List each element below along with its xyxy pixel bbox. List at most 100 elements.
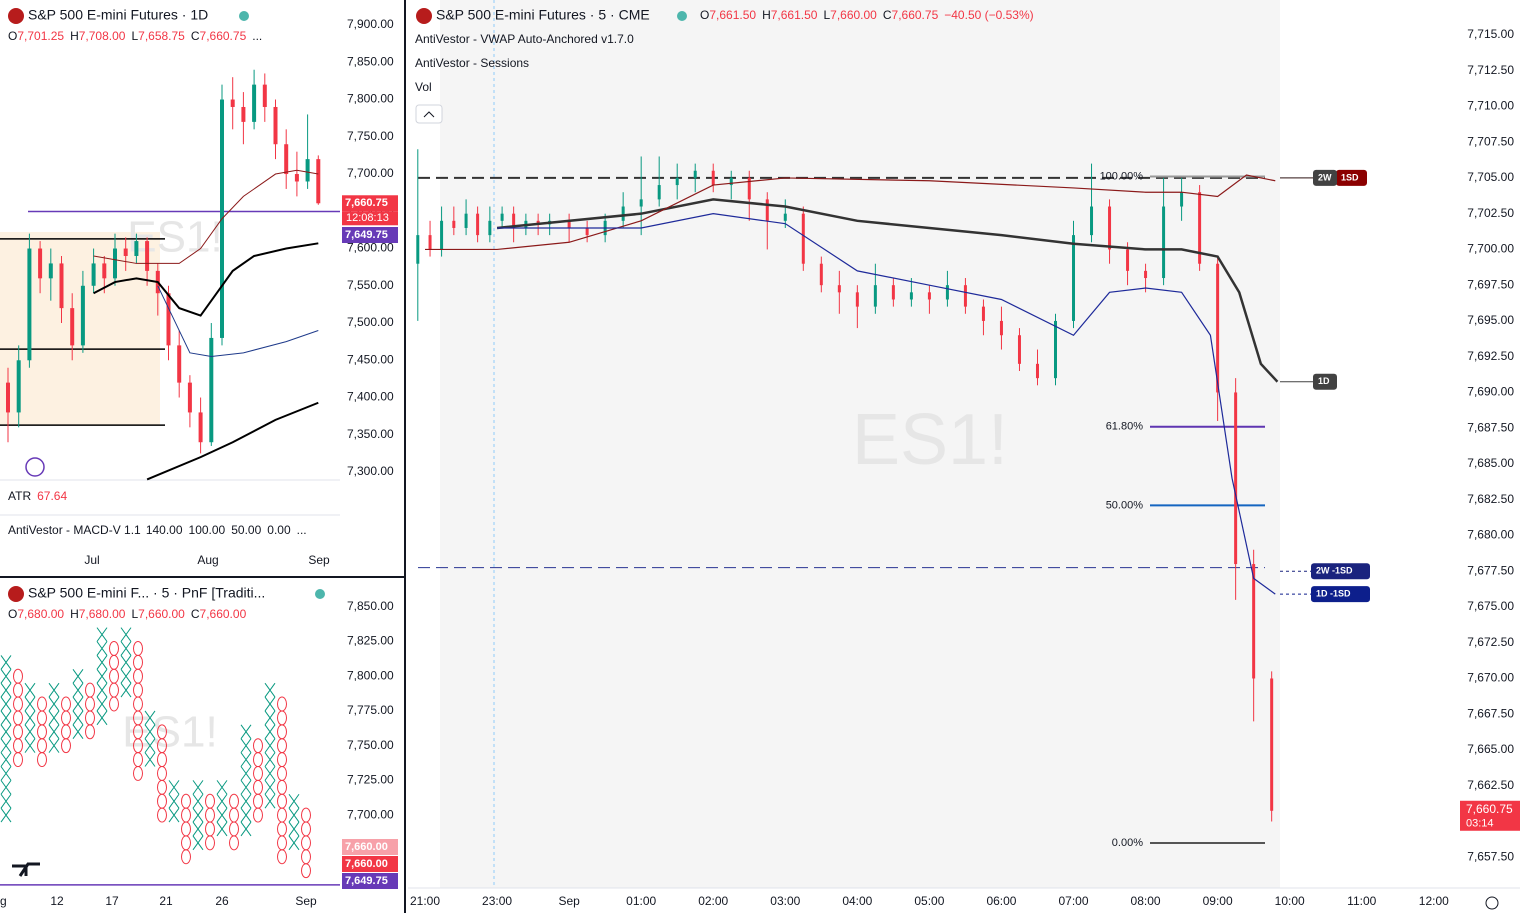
x-box (96, 710, 108, 726)
x-tick-label: ug (0, 894, 7, 908)
y-tick-label: 7,670.00 (1467, 671, 1514, 685)
x-box (72, 696, 84, 712)
x-tick-label: Sep (308, 553, 330, 567)
ohlc-key: L (823, 8, 830, 22)
pnf-column (253, 738, 263, 823)
pnf-column (48, 682, 60, 753)
x-tick-label: 09:00 (1203, 894, 1233, 908)
x-box (288, 807, 300, 823)
o-box (253, 738, 263, 754)
pnf-column (301, 807, 311, 879)
settings-icon[interactable] (1485, 896, 1499, 910)
pnf-column (72, 668, 84, 740)
pnf-column (120, 627, 132, 698)
x-box (48, 738, 60, 753)
pnf-column (205, 793, 215, 851)
x-box (120, 682, 132, 698)
x-box (96, 655, 108, 670)
candle-body (440, 220, 444, 250)
macd-name: AntiVestor - MACD-V 1.1 (8, 523, 141, 537)
replay-icon[interactable] (25, 457, 45, 477)
pnf-column (229, 793, 239, 851)
ohlc-key: H (762, 8, 771, 22)
candle-body (273, 106, 278, 145)
x-tick-label: Aug (197, 553, 218, 567)
y-tick-label: 7,700.00 (1467, 242, 1514, 256)
x-box (0, 793, 12, 809)
y-tick-label: 7,825.00 (347, 634, 394, 648)
ohlc-value: 7,701.25 (17, 29, 64, 43)
o-box (133, 641, 143, 656)
countdown: 12:08:13 (346, 212, 389, 224)
candle-body (1162, 206, 1166, 279)
x-box (48, 710, 60, 726)
x-box (96, 682, 108, 698)
vwap-tag (1311, 563, 1370, 580)
x-box (120, 627, 132, 642)
y-tick-label: 7,705.00 (1467, 170, 1514, 184)
candle-body (316, 159, 321, 204)
x-box (96, 627, 108, 642)
y-tick-label: 7,710.00 (1467, 99, 1514, 113)
x-tick-label: Sep (295, 894, 317, 908)
ohlc-values: O7,661.50 H7,661.50 L7,660.00 C7,660.75 −40.… (700, 8, 1034, 22)
y-tick-label: 7,300.00 (347, 464, 394, 478)
collapse-button[interactable] (415, 104, 443, 124)
indicator-line (496, 198, 1279, 383)
price-tag (342, 195, 398, 212)
x-box (120, 655, 132, 670)
range-box (0, 232, 160, 425)
x-box (24, 682, 36, 698)
y-tick-label: 7,550.00 (347, 278, 394, 292)
y-tick-label: 7,682.50 (1467, 492, 1514, 506)
ohlc-value: 7,680.00 (17, 607, 64, 621)
price-tag (342, 856, 398, 872)
x-box (96, 668, 108, 684)
macd-value: 0.00 (267, 523, 291, 537)
candle-body (145, 241, 150, 271)
price-tag-label: 7,660.75 (345, 197, 388, 209)
ohlc-value: 7,708.00 (79, 29, 126, 43)
y-tick-label: 7,600.00 (347, 241, 394, 255)
y-tick-label: 7,657.50 (1467, 849, 1514, 863)
ohlc-values: O7,701.25 H7,708.00 L7,658.75 C7,660.75... (8, 29, 262, 43)
x-box (264, 752, 276, 767)
candle-body (567, 220, 571, 228)
x-tick-label: 04:00 (842, 894, 872, 908)
x-box (96, 696, 108, 712)
candle-body (1180, 192, 1184, 207)
candle-body (981, 306, 985, 321)
candle-body (1126, 249, 1130, 271)
candle-body (999, 320, 1003, 336)
x-tick-label: 11:00 (1347, 894, 1376, 908)
indicator-line (425, 174, 1276, 251)
candle-body (134, 241, 139, 256)
candle-body (38, 248, 43, 279)
y-tick-label: 7,350.00 (347, 427, 394, 441)
ohlc-value: 7,661.50 (771, 8, 818, 22)
candle-body (657, 185, 661, 200)
y-tick-label: 7,850.00 (347, 599, 394, 613)
x-box (0, 696, 12, 712)
o-box (205, 793, 215, 809)
candle-body (585, 227, 589, 236)
x-box (72, 724, 84, 740)
x-box (0, 668, 12, 684)
x-box (240, 780, 252, 795)
candle-body (729, 177, 733, 186)
x-box (48, 682, 60, 698)
candle-body (801, 213, 805, 264)
x-box (264, 780, 276, 795)
x-box (0, 724, 12, 740)
tv-logo (12, 862, 40, 877)
pnf-column (37, 696, 47, 767)
indicator-label: AntiVestor - Sessions (415, 56, 529, 70)
watermark: ES1! (127, 213, 222, 262)
price-tag (1460, 800, 1520, 831)
pnf-column (133, 641, 143, 781)
x-tick-label: 12:00 (1419, 894, 1449, 908)
candle-body (1108, 206, 1112, 250)
x-box (144, 752, 156, 767)
symbol-logo (8, 586, 24, 602)
vwap-tag-label: 2W -1SD (1316, 566, 1353, 576)
